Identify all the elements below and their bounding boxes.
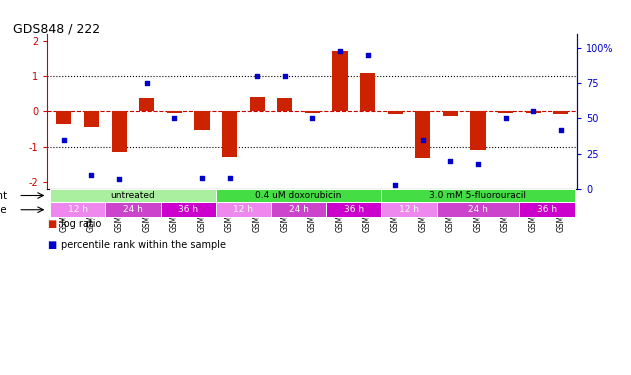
Bar	[526, 111, 541, 113]
Bar	[271, 202, 326, 217]
Point	[528, 108, 538, 114]
Text: ■: ■	[47, 219, 57, 230]
Point	[86, 172, 97, 178]
Bar	[105, 202, 160, 217]
Bar	[470, 111, 486, 150]
Text: GDS848 / 222: GDS848 / 222	[13, 22, 100, 35]
Bar	[326, 202, 381, 217]
Bar	[381, 202, 437, 217]
Bar	[56, 111, 71, 124]
Point	[473, 160, 483, 166]
Point	[280, 73, 290, 79]
Text: agent: agent	[0, 190, 8, 201]
Point	[390, 182, 400, 188]
Text: 12 h: 12 h	[399, 205, 419, 214]
Point	[252, 73, 262, 79]
Point	[59, 136, 69, 142]
Bar	[216, 202, 271, 217]
Text: 36 h: 36 h	[178, 205, 198, 214]
Point	[141, 80, 151, 86]
Text: time: time	[0, 205, 8, 215]
Bar	[160, 202, 216, 217]
Text: log ratio: log ratio	[61, 219, 102, 230]
Point	[556, 127, 566, 133]
Bar	[222, 111, 237, 157]
Text: 24 h: 24 h	[468, 205, 488, 214]
Bar	[360, 73, 375, 111]
Bar	[249, 97, 265, 111]
Text: 24 h: 24 h	[123, 205, 143, 214]
Text: 36 h: 36 h	[537, 205, 557, 214]
Bar	[167, 111, 182, 113]
Text: percentile rank within the sample: percentile rank within the sample	[61, 240, 226, 250]
Bar	[194, 111, 209, 130]
Bar	[498, 111, 513, 113]
Point	[445, 158, 456, 164]
Text: 36 h: 36 h	[344, 205, 364, 214]
Text: 0.4 uM doxorubicin: 0.4 uM doxorubicin	[256, 191, 342, 200]
Bar	[333, 51, 348, 111]
Bar	[437, 202, 519, 217]
Bar	[415, 111, 430, 158]
Text: 12 h: 12 h	[68, 205, 88, 214]
Point	[225, 175, 235, 181]
Point	[418, 136, 428, 142]
Point	[335, 48, 345, 54]
Point	[197, 175, 207, 181]
Text: ■: ■	[47, 240, 57, 250]
Bar	[553, 111, 569, 114]
Point	[362, 52, 372, 58]
Point	[114, 176, 124, 182]
Point	[307, 116, 317, 122]
Text: 24 h: 24 h	[288, 205, 309, 214]
Bar	[387, 111, 403, 114]
Bar	[519, 202, 575, 217]
Bar	[139, 98, 155, 111]
Bar	[443, 111, 458, 116]
Text: untreated: untreated	[110, 191, 155, 200]
Point	[169, 116, 179, 122]
Bar	[112, 111, 127, 152]
Bar	[50, 202, 105, 217]
Bar	[305, 111, 320, 113]
Point	[500, 116, 510, 122]
Bar	[381, 189, 575, 202]
Text: 12 h: 12 h	[233, 205, 253, 214]
Bar	[84, 111, 99, 127]
Text: 3.0 mM 5-fluorouracil: 3.0 mM 5-fluorouracil	[430, 191, 526, 200]
Bar	[216, 189, 381, 202]
Bar	[277, 98, 292, 111]
Bar	[50, 189, 216, 202]
